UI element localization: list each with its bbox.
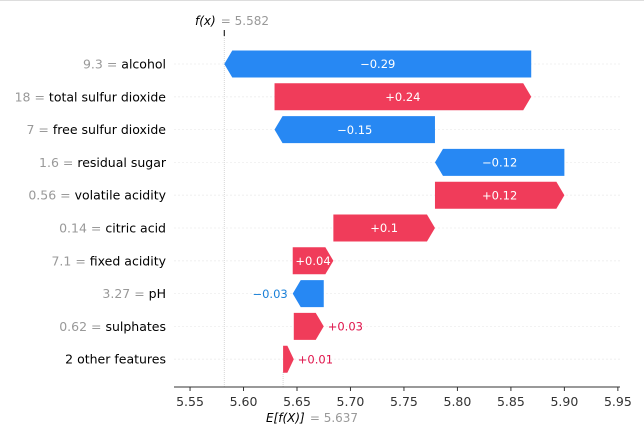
x-tick-label: 5.75 — [390, 394, 418, 409]
feature-name: total sulfur dioxide — [49, 89, 166, 104]
feature-label: 9.3 = alcohol — [83, 57, 166, 72]
feature-value: 7.1 — [51, 253, 71, 268]
contribution-label: +0.24 — [385, 90, 420, 104]
feature-name: 2 other features — [65, 352, 166, 367]
feature-name: pH — [149, 286, 166, 301]
feature-value: 9.3 — [83, 57, 103, 72]
contribution-label: +0.04 — [295, 254, 330, 268]
x-tick-label: 5.55 — [176, 394, 204, 409]
feature-value: 0.62 — [59, 319, 87, 334]
positive-contribution-bar — [434, 181, 565, 209]
guide-lines — [223, 30, 284, 387]
feature-label: 0.14 = citric acid — [59, 221, 166, 236]
feature-equals: = — [130, 286, 148, 301]
negative-contribution-bar — [224, 50, 532, 78]
feature-equals: = — [87, 319, 105, 334]
negative-contribution-bar — [434, 148, 565, 176]
feature-name: free sulfur dioxide — [53, 122, 166, 137]
feature-label: 0.62 = sulphates — [59, 319, 166, 334]
contribution-label: +0.1 — [370, 221, 398, 235]
feature-equals: = — [31, 89, 49, 104]
contribution-label: −0.12 — [482, 156, 517, 170]
feature-value: 7 — [26, 122, 34, 137]
positive-contribution-bar — [292, 247, 334, 275]
contribution-label: +0.01 — [298, 352, 333, 366]
x-tick-label: 5.70 — [337, 394, 365, 409]
x-tick-label: 5.90 — [550, 394, 578, 409]
feature-equals: = — [103, 57, 121, 72]
fx-header: f(x) = 5.582 — [195, 10, 269, 29]
feature-label: 7.1 = fixed acidity — [51, 253, 166, 268]
contribution-label: −0.15 — [337, 123, 372, 137]
x-tick-label: 5.95 — [604, 394, 632, 409]
feature-equals: = — [87, 221, 105, 236]
feature-equals: = — [56, 188, 74, 203]
feature-value: 1.6 — [39, 155, 59, 170]
x-tick-label: 5.85 — [497, 394, 525, 409]
feature-rows: 9.3 = alcohol 18 = total sulfur dioxide 7 … — [15, 57, 620, 367]
feature-label: 18 = total sulfur dioxide — [15, 89, 167, 104]
contribution-label: −0.03 — [252, 287, 287, 301]
negative-contribution-bar — [292, 280, 324, 308]
x-tick-label: 5.60 — [230, 394, 258, 409]
feature-label: 2 other features — [65, 352, 166, 367]
negative-contribution-bar — [274, 116, 435, 144]
positive-contribution-bar — [274, 83, 532, 111]
x-tick-label: 5.65 — [283, 394, 311, 409]
x-axis-ticks: 5.55 5.60 5.65 5.70 5.75 5.80 5.85 5.90 5.95 — [176, 387, 632, 409]
feature-value: 18 — [15, 89, 31, 104]
positive-contribution-bar — [333, 214, 435, 242]
feature-value: 0.14 — [59, 221, 87, 236]
positive-contribution-bar — [293, 312, 324, 340]
contribution-label: +0.03 — [328, 320, 363, 334]
feature-name: fixed acidity — [90, 253, 167, 268]
contribution-label: +0.12 — [482, 188, 517, 202]
feature-equals: = — [71, 253, 89, 268]
contribution-bars: −0.29 +0.24 −0.15 −0.12 +0.12 +0.1 +0.04 −0.03 +… — [224, 50, 565, 373]
feature-name: sulphates — [105, 319, 166, 334]
feature-value: 0.56 — [28, 188, 56, 203]
ex-value: 5.637 — [324, 411, 358, 425]
feature-equals: = — [59, 155, 77, 170]
feature-name: alcohol — [121, 57, 166, 72]
feature-name: citric acid — [105, 221, 166, 236]
contribution-label: −0.29 — [360, 57, 395, 71]
x-tick-label: 5.80 — [444, 394, 472, 409]
ex-footer: E[f(X)] = 5.637 — [266, 407, 358, 426]
feature-label: 7 = free sulfur dioxide — [26, 122, 166, 137]
feature-label: 1.6 = residual sugar — [39, 155, 167, 170]
feature-equals: = — [34, 122, 52, 137]
feature-value: 3.27 — [102, 286, 130, 301]
feature-label: 3.27 = pH — [102, 286, 166, 301]
ex-prefix: E[f(X)] — [266, 411, 305, 425]
feature-name: volatile acidity — [75, 188, 167, 203]
fx-value: 5.582 — [235, 14, 269, 28]
positive-contribution-bar — [283, 345, 294, 373]
feature-label: 0.56 = volatile acidity — [28, 188, 166, 203]
fx-prefix: f(x) — [195, 14, 216, 28]
feature-name: residual sugar — [77, 155, 167, 170]
